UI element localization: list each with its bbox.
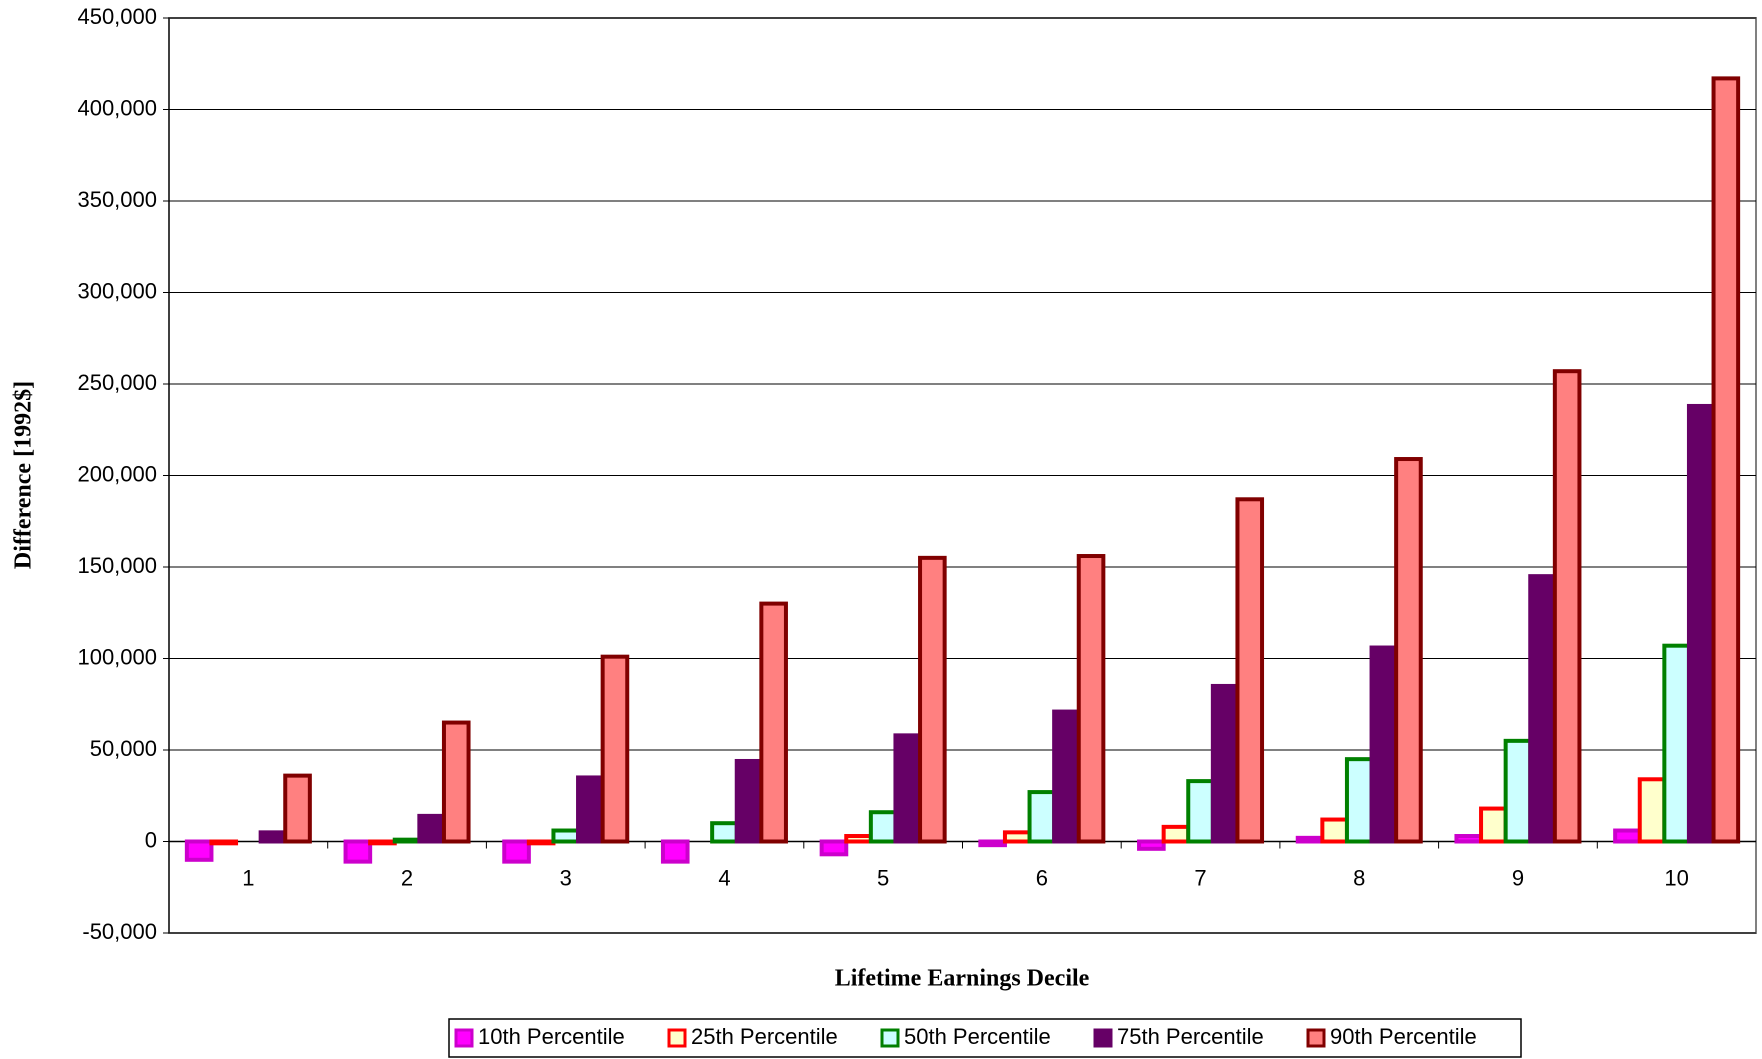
bar (918, 555, 947, 844)
bar (343, 839, 373, 864)
x-tick-label: 2 (401, 865, 413, 890)
bar (759, 601, 788, 844)
legend-label: 90th Percentile (1330, 1024, 1477, 1049)
bar (1479, 806, 1508, 844)
bar (1344, 757, 1374, 844)
bar (184, 839, 214, 862)
bar (1528, 574, 1557, 844)
bar (417, 813, 446, 844)
bar (1637, 777, 1667, 844)
bar (1503, 738, 1533, 844)
bar (600, 654, 630, 844)
bar (1235, 497, 1265, 844)
y-tick-label: 100,000 (77, 644, 157, 669)
x-tick-label: 5 (877, 865, 889, 890)
legend (448, 1018, 1522, 1058)
legend-swatch (1093, 1028, 1113, 1048)
bar (1052, 709, 1081, 844)
bar (368, 839, 397, 846)
legend-label: 10th Percentile (478, 1024, 625, 1049)
y-tick-label: 300,000 (77, 278, 157, 303)
bar (1002, 830, 1032, 844)
bar (734, 758, 764, 844)
bar (209, 839, 239, 846)
x-axis-title: Lifetime Earnings Decile (835, 966, 1090, 992)
bar (1210, 683, 1240, 844)
y-tick-label: 0 (145, 827, 157, 852)
legend-swatch (454, 1028, 474, 1048)
bar (1369, 645, 1399, 844)
bar (1711, 76, 1741, 844)
bar (1186, 779, 1215, 844)
bar (1161, 824, 1191, 844)
x-tick-label: 1 (242, 865, 254, 890)
y-axis-title: Difference [1992$] (11, 381, 37, 569)
legend-label: 50th Percentile (904, 1024, 1051, 1049)
legend-label: 25th Percentile (691, 1024, 838, 1049)
y-tick-label: 400,000 (77, 95, 157, 120)
bar (576, 775, 605, 844)
y-tick-label: 450,000 (77, 4, 157, 29)
bar (710, 821, 739, 844)
x-tick-label: 4 (718, 865, 730, 890)
bar (868, 810, 898, 844)
bar (844, 834, 873, 844)
bar (441, 720, 471, 844)
legend-swatch (1306, 1028, 1326, 1048)
y-tick-label: 150,000 (77, 553, 157, 578)
legend-swatch (880, 1028, 900, 1048)
x-tick-label: 10 (1664, 865, 1688, 890)
bar (258, 830, 288, 844)
bar (1027, 790, 1057, 844)
bar (1552, 369, 1582, 844)
x-tick-label: 8 (1353, 865, 1365, 890)
bar (1686, 403, 1716, 844)
bar (819, 839, 849, 857)
bar (1076, 554, 1106, 844)
bar (1137, 839, 1166, 851)
x-tick-label: 3 (560, 865, 572, 890)
y-tick-label: 200,000 (77, 461, 157, 486)
x-tick-label: 6 (1036, 865, 1048, 890)
y-tick-label: 50,000 (90, 736, 157, 761)
legend-label: 75th Percentile (1117, 1024, 1264, 1049)
bar (893, 733, 923, 844)
y-tick-label: 350,000 (77, 187, 157, 212)
bar (502, 839, 531, 864)
bar (283, 773, 312, 844)
y-tick-label: -50,000 (82, 919, 157, 944)
bar (1295, 835, 1325, 844)
x-tick-label: 7 (1194, 865, 1206, 890)
bar (1394, 457, 1423, 844)
bar (551, 828, 581, 844)
bar (1662, 643, 1691, 844)
bar (1613, 828, 1642, 844)
y-tick-label: 250,000 (77, 370, 157, 395)
bar (978, 839, 1007, 848)
x-tick-label: 9 (1512, 865, 1524, 890)
bar (660, 839, 690, 864)
bar (1320, 817, 1349, 844)
bar (526, 839, 556, 846)
legend-swatch (667, 1028, 687, 1048)
bar (392, 837, 422, 844)
bar (1454, 834, 1484, 844)
